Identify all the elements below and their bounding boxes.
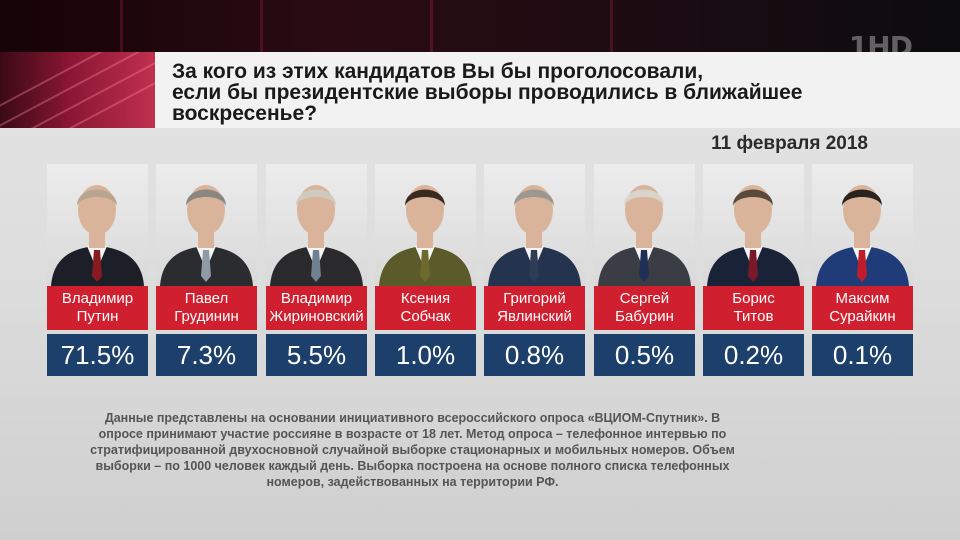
candidate-first-name: Сергей [619, 290, 670, 307]
candidate-percent: 5.5% [266, 334, 367, 376]
candidate-first-name: Павел [184, 290, 229, 307]
candidate-photo [594, 164, 695, 286]
candidate-percent: 0.8% [484, 334, 585, 376]
question-line: За кого из этих кандидатов Вы бы проголо… [172, 60, 704, 83]
candidate-name: Максим Сурайкин [812, 286, 913, 330]
decor-streak [610, 0, 613, 52]
candidate-photo [703, 164, 804, 286]
decorative-graphic [0, 52, 155, 128]
candidate-name: Сергей Бабурин [594, 286, 695, 330]
methodology-footnote: Данные представлены на основании инициат… [90, 411, 735, 489]
candidate-last-name: Собчак [400, 308, 451, 325]
poll-date: 11 февраля 2018 [711, 133, 868, 154]
decor-streak [120, 0, 123, 52]
candidate-last-name: Путин [76, 308, 119, 325]
candidate-percent: 0.2% [703, 334, 804, 376]
candidate-photo [812, 164, 913, 286]
title-panel: За кого из этих кандидатов Вы бы проголо… [155, 52, 960, 128]
decor-line [0, 70, 155, 128]
candidate-photo [375, 164, 476, 286]
candidate-first-name: Максим [835, 290, 890, 307]
candidate-name: Владимир Жириновский [266, 286, 367, 330]
question-line: если бы президентские выборы проводились… [172, 81, 803, 104]
candidate-percent: 7.3% [156, 334, 257, 376]
candidate-name: Павел Грудинин [156, 286, 257, 330]
candidate-photo [47, 164, 148, 286]
question-line: воскресенье? [172, 102, 318, 125]
candidate-name: Владимир Путин [47, 286, 148, 330]
candidate-first-name: Владимир [61, 290, 134, 307]
poll-question: За кого из этих кандидатов Вы бы проголо… [172, 61, 932, 124]
candidate-first-name: Владимир [280, 290, 353, 307]
candidate-first-name: Григорий [503, 290, 566, 307]
candidate-name: Григорий Явлинский [484, 286, 585, 330]
candidate-percent: 0.1% [812, 334, 913, 376]
candidate-photo [484, 164, 585, 286]
candidate-last-name: Явлинский [497, 308, 572, 325]
decor-streak [430, 0, 433, 52]
candidate-last-name: Жириновский [269, 308, 364, 325]
candidate-photo [266, 164, 367, 286]
candidate-first-name: Ксения [400, 290, 451, 307]
top-banner: 1HD [0, 0, 960, 52]
channel-logo: 1HD [848, 30, 913, 52]
candidate-name: Борис Титов [703, 286, 804, 330]
candidate-last-name: Грудинин [174, 308, 239, 325]
candidate-first-name: Борис [732, 290, 775, 307]
decor-streak [260, 0, 263, 52]
candidate-last-name: Титов [733, 308, 774, 325]
candidate-percent: 1.0% [375, 334, 476, 376]
candidate-percent: 71.5% [47, 334, 148, 376]
candidate-last-name: Сурайкин [829, 308, 896, 325]
candidate-name: Ксения Собчак [375, 286, 476, 330]
candidate-percent: 0.5% [594, 334, 695, 376]
candidates-row: Владимир Путин 71.5% Павел Грудинин 7.3% Влади… [47, 164, 917, 376]
candidate-photo [156, 164, 257, 286]
candidate-last-name: Бабурин [615, 308, 674, 325]
